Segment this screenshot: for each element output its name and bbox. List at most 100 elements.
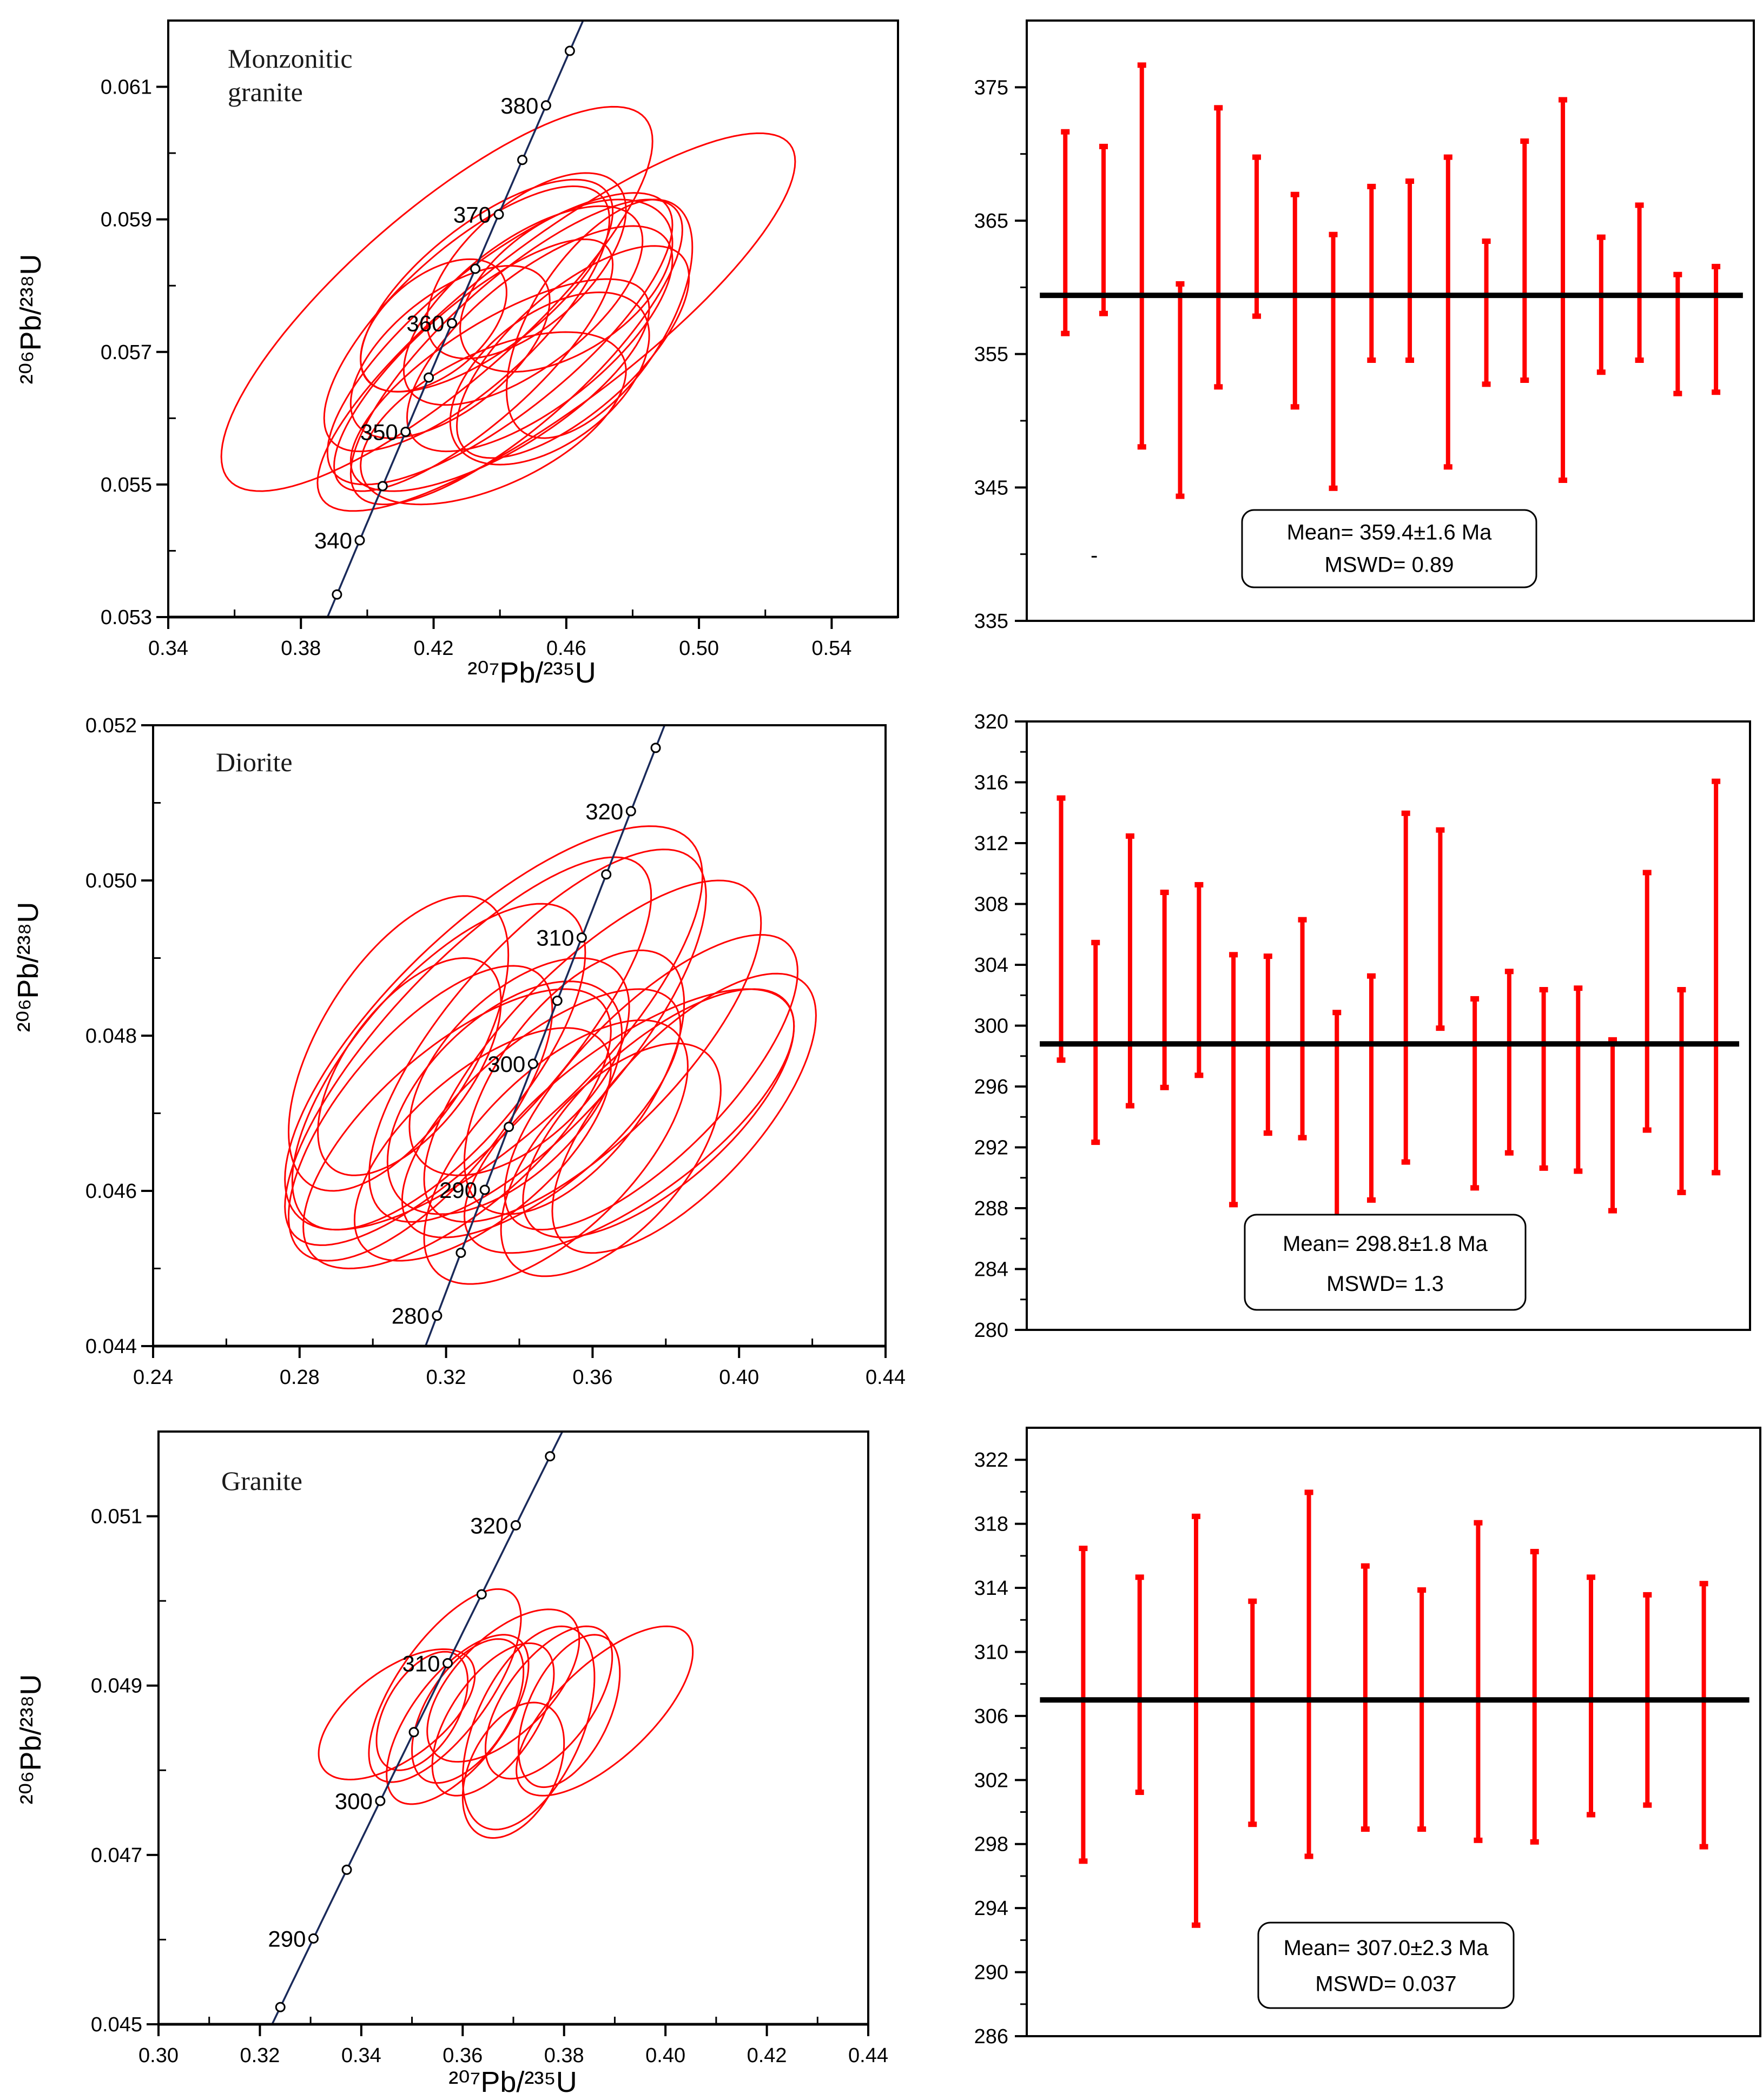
error-bar-cap-bottom: [1214, 384, 1223, 390]
error-bar-cap-bottom: [1367, 357, 1376, 363]
error-bar-cap-top: [1699, 1581, 1708, 1587]
error-bar-cap-bottom: [1443, 464, 1452, 470]
concordia-age-marker: [400, 426, 411, 437]
error-bar: [1608, 1037, 1617, 1214]
error-bar-cap-top: [1099, 143, 1108, 149]
concordia-age-marker: [576, 932, 587, 943]
weighted-mean-plot-2: 280 284 288 292 296 300 304 308 312 316 320 Mean= 2…: [974, 711, 1751, 1342]
error-bar-cap-bottom: [1401, 1159, 1410, 1165]
y-axis-title: ²⁰⁶Pb/²³⁸U: [15, 1674, 47, 1805]
y-tick-label: 280: [974, 1319, 1008, 1342]
y-tick-label: 320: [974, 711, 1008, 733]
error-bar: [1673, 271, 1682, 396]
y-tick-label: 300: [974, 1015, 1008, 1038]
error-bar: [1574, 985, 1583, 1174]
concordia-age-label: 380: [500, 93, 538, 118]
y-tick-label: 0.052: [85, 714, 137, 737]
error-ellipse: [504, 933, 799, 1231]
error-bar-cap-bottom: [1699, 1844, 1708, 1850]
error-bar-cap-top: [1248, 1598, 1257, 1604]
y-tick-label: 284: [974, 1258, 1008, 1281]
concordia-age-label: 320: [585, 799, 623, 824]
error-ellipse: [455, 245, 690, 459]
error-ellipse: [349, 264, 551, 439]
weighted-mean-plot-3: 286 290 294 298 302 306 310 314 318 322 Mean= 307.…: [974, 1427, 1761, 2048]
plot-frame: [157, 1430, 869, 2025]
concordia-plot-3: 290 300 310 320 0.30 0.32 0.34 0.36 0.38 0.40 0.42…: [15, 1430, 888, 2098]
error-bar-cap-top: [1643, 1592, 1652, 1598]
error-bar: [1520, 138, 1529, 383]
error-bar-cap-bottom: [1405, 357, 1415, 363]
error-ellipse: [386, 981, 623, 1215]
error-bar-cap-top: [1470, 996, 1480, 1002]
concordia-age-marker: [455, 1247, 466, 1258]
error-bar: [1160, 890, 1169, 1090]
x-tick-label: 0.28: [280, 1366, 320, 1389]
error-ellipse: [291, 903, 586, 1231]
mean-age-text: Mean= 298.8±1.8 Ma: [1283, 1232, 1488, 1256]
x-tick-label: 0.50: [679, 637, 719, 660]
concordia-age-marker: [377, 481, 388, 492]
error-bar: [1194, 882, 1204, 1078]
error-ellipse: [386, 1634, 530, 1805]
y-axis-title: ²⁰⁶Pb/²³⁸U: [15, 254, 47, 385]
concordia-age-marker: [408, 1727, 419, 1738]
y-tick-label: 345: [974, 476, 1008, 499]
error-ellipse: [426, 1608, 580, 1763]
plot-frame: [1026, 1427, 1761, 2037]
error-ellipse: [360, 331, 627, 506]
x-tick-label: 0.32: [426, 1366, 466, 1389]
y-tick-label: 318: [974, 1513, 1008, 1536]
x-tick-label: 0.24: [133, 1366, 173, 1389]
error-bar: [1405, 178, 1415, 363]
y-tick-label: 286: [974, 2025, 1008, 2048]
error-bar-cap-bottom: [1530, 1839, 1539, 1845]
error-bar-cap-top: [1079, 1546, 1088, 1552]
concordia: [424, 725, 666, 1346]
error-ellipse: [287, 965, 553, 1262]
concordia-age-label: 340: [314, 528, 352, 553]
error-bar-cap-top: [1252, 154, 1262, 160]
error-bar-cap-bottom: [1135, 1790, 1144, 1795]
error-ellipse: [461, 1701, 565, 1839]
error-bar: [1474, 1520, 1483, 1843]
error-ellipse: [349, 278, 650, 492]
ellipses: [318, 1588, 694, 1839]
y-tick-label: 302: [974, 1769, 1008, 1792]
error-bar-cap-bottom: [1248, 1821, 1257, 1827]
y-tick-label: 0.048: [85, 1025, 137, 1048]
error-ellipse: [426, 172, 627, 360]
concordia-age-marker: [432, 1310, 443, 1321]
x-tick-label: 0.40: [719, 1366, 759, 1389]
error-bar-cap-top: [1677, 987, 1686, 992]
concordia-age-marker: [564, 45, 575, 56]
error-bar-cap-top: [1587, 1574, 1596, 1580]
error-bar-cap-bottom: [1160, 1084, 1169, 1090]
y-tick-label: 288: [974, 1197, 1008, 1220]
plot-frame: [1026, 19, 1755, 622]
error-ellipse: [375, 1651, 469, 1771]
mswd-text: MSWD= 0.89: [1325, 553, 1454, 577]
concordia-age-marker: [601, 869, 612, 880]
error-bar-cap-top: [1290, 191, 1299, 197]
error-bar-cap-bottom: [1298, 1135, 1307, 1141]
error-ellipse: [284, 825, 704, 1231]
error-bar: [1061, 129, 1070, 336]
x-tick-label: 0.44: [866, 1366, 906, 1389]
error-bar-cap-top: [1329, 231, 1338, 237]
error-bar-cap-bottom: [1091, 1140, 1100, 1145]
concordia-age-marker: [308, 1933, 319, 1944]
error-ellipse: [323, 185, 611, 453]
error-bar: [1635, 202, 1644, 363]
y-tick-label: 365: [974, 210, 1008, 233]
y-tick-label: 314: [974, 1577, 1008, 1600]
error-bar-cap-bottom: [1559, 478, 1568, 483]
concordia-age-marker: [479, 1184, 490, 1195]
weighted-mean-plot-1: 335 345 355 365 375 Mean= 359.4±1.6 Ma MSWD= 0…: [974, 19, 1755, 633]
error-bar-cap-bottom: [1482, 381, 1491, 387]
concordia-age-marker: [332, 589, 342, 600]
concordia-age-marker: [625, 806, 636, 817]
x-tick-label: 0.38: [281, 637, 321, 660]
mean-age-text: Mean= 307.0±2.3 Ma: [1284, 1936, 1489, 1960]
